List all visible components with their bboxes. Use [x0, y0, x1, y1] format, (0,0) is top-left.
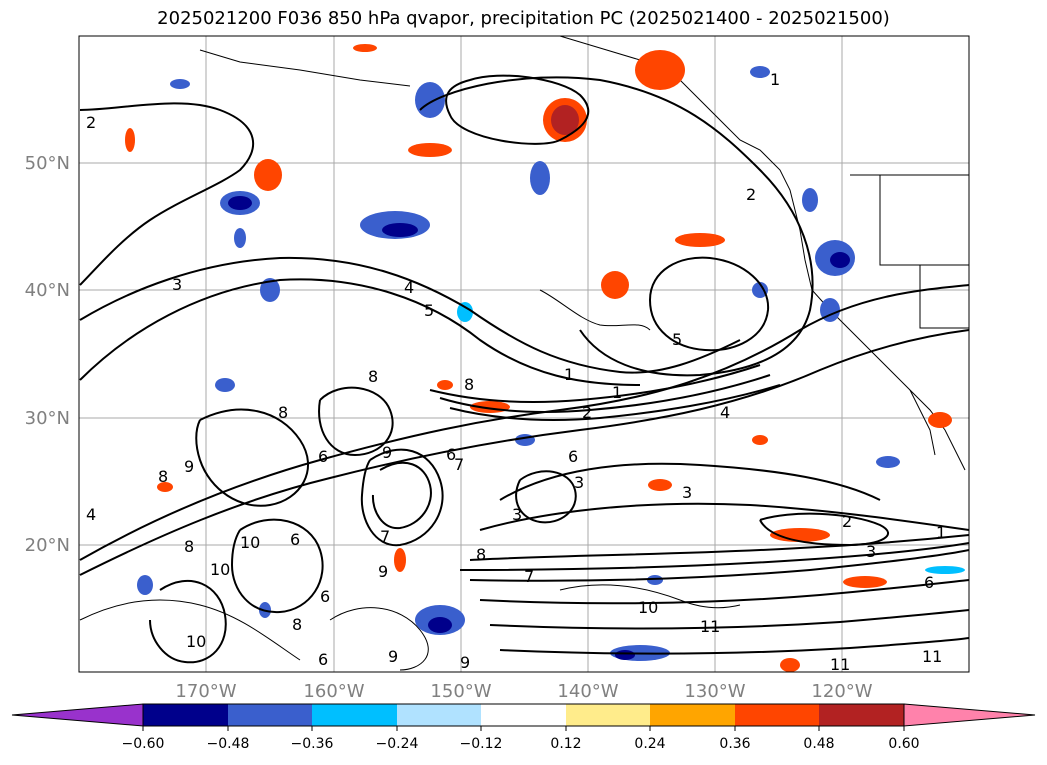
contour-label: 8 [476, 545, 486, 564]
contour-label: 9 [460, 653, 470, 672]
colorbar-segment [819, 704, 904, 726]
contour-label: 1 [564, 365, 574, 384]
contour-label: 6 [924, 573, 934, 592]
contour-label: 11 [700, 617, 720, 636]
contour-label: 6 [290, 530, 300, 549]
contour-label: 6 [320, 587, 330, 606]
lon-label: 140°W [557, 681, 618, 702]
colorbar-tick-label: 0.36 [719, 736, 750, 752]
colorbar-tick-label: −0.36 [291, 736, 334, 752]
contour-label: 9 [388, 647, 398, 666]
plot-border [78, 35, 970, 673]
contour-label: 1 [770, 70, 780, 89]
lon-label: 170°W [175, 681, 236, 702]
colorbar-segment [143, 704, 228, 726]
contour-label: 9 [184, 457, 194, 476]
contour-label: 8 [464, 375, 474, 394]
contour-label: 3 [172, 275, 182, 294]
contour-label: 5 [672, 330, 682, 349]
lat-label: 50°N [25, 153, 70, 174]
colorbar-extend-low [11, 703, 144, 727]
lat-label: 30°N [25, 408, 70, 429]
contour-label: 10 [186, 632, 206, 651]
colorbar-tick-label: 0.48 [803, 736, 834, 752]
gridlines [79, 36, 969, 672]
colorbar-segment [735, 704, 819, 726]
map-title: 2025021200 F036 850 hPa qvapor, precipit… [157, 8, 890, 29]
lon-label: 120°W [811, 681, 872, 702]
contour-label: 4 [404, 278, 414, 297]
contour-label: 4 [720, 403, 730, 422]
contour-label: 2 [746, 185, 756, 204]
contour-labels: 2 3 4 5 1 2 1 5 1 8 2 8 3 4 6 7 3 3 2 1 … [86, 70, 946, 674]
colorbar-segment [481, 704, 566, 726]
colorbar-segment [650, 704, 735, 726]
contour-lines-thin [79, 289, 741, 671]
contour-label: 1 [612, 383, 622, 402]
contour-label: 7 [454, 455, 464, 474]
colorbar-segment [228, 704, 312, 726]
contour-label: 9 [378, 562, 388, 581]
colorbar-tick-label: −0.12 [460, 736, 503, 752]
contour-label: 6 [318, 650, 328, 669]
contour-label: 5 [424, 301, 434, 320]
contour-label: 2 [842, 512, 852, 531]
lat-label: 40°N [25, 280, 70, 301]
lon-label: 130°W [684, 681, 745, 702]
contour-label: 8 [184, 537, 194, 556]
colorbar-segment [397, 704, 481, 726]
colorbar-tick-label: 0.24 [634, 736, 665, 752]
contour-label: 3 [574, 473, 584, 492]
contour-label: 2 [582, 403, 592, 422]
contour-lines [79, 74, 969, 664]
contour-label: 6 [318, 447, 328, 466]
contour-label: 8 [368, 367, 378, 386]
colorbar-tick-label: −0.24 [376, 736, 419, 752]
contour-label: 7 [524, 567, 534, 586]
coastline [199, 36, 969, 471]
contour-label: 11 [830, 655, 850, 674]
precip-fills [125, 44, 965, 672]
contour-label: 3 [512, 505, 522, 524]
contour-label: 7 [380, 527, 390, 546]
contour-label: 10 [638, 598, 658, 617]
lon-label: 160°W [303, 681, 364, 702]
colorbar: −0.60 −0.48 −0.36 −0.24 −0.12 0.12 0.24 … [11, 703, 1036, 752]
contour-label: 8 [158, 467, 168, 486]
contour-label: 6 [446, 445, 456, 464]
contour-label: 4 [86, 505, 96, 524]
lon-label: 150°W [430, 681, 491, 702]
contour-label: 10 [210, 560, 230, 579]
contour-label: 8 [292, 615, 302, 634]
colorbar-tick-label: 0.12 [550, 736, 581, 752]
colorbar-extend-high [903, 703, 1036, 727]
contour-label: 10 [240, 533, 260, 552]
colorbar-tick-label: −0.48 [207, 736, 250, 752]
contour-label: 2 [86, 113, 96, 132]
lat-label: 20°N [25, 535, 70, 556]
contour-label: 3 [682, 483, 692, 502]
colorbar-segment [566, 704, 650, 726]
colorbar-segment [312, 704, 397, 726]
colorbar-tick-label: −0.60 [122, 736, 165, 752]
plot-area [79, 36, 969, 672]
contour-label: 11 [922, 647, 942, 666]
contour-label: 8 [278, 403, 288, 422]
contour-label: 9 [382, 443, 392, 462]
colorbar-tick-label: 0.60 [888, 736, 919, 752]
contour-label: 1 [936, 523, 946, 542]
contour-label: 3 [866, 542, 876, 561]
contour-label: 6 [568, 447, 578, 466]
